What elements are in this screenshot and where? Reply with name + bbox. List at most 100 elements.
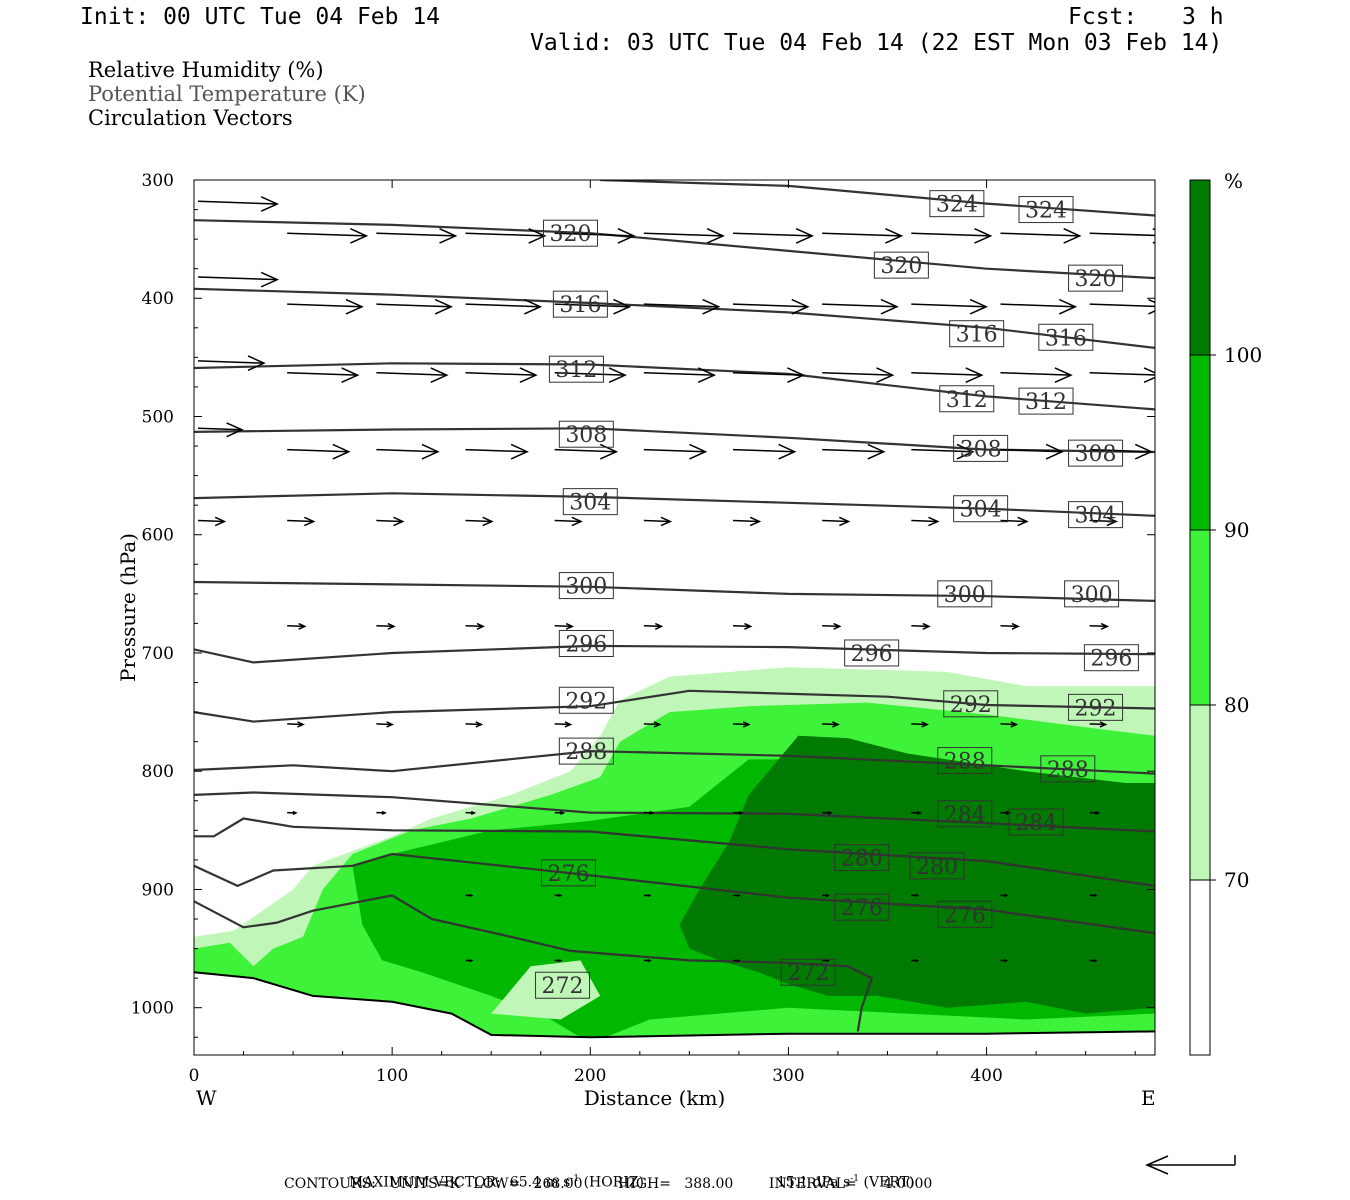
- vector-head-9-8: [1011, 622, 1020, 630]
- colorbar-segment-2: [1189, 529, 1211, 706]
- y-tick-label-700: 700: [142, 644, 174, 664]
- contour-label-box-284-1: [1008, 808, 1064, 836]
- contour-label-300-0: 300: [565, 575, 607, 600]
- vector-head-13-2: [647, 958, 652, 963]
- vector-shaft-3-9: [1089, 303, 1155, 308]
- vector-head-1-7: [974, 228, 993, 244]
- contour-label-box-300-2: [1064, 580, 1120, 608]
- forecast-label: Fcst:: [1068, 4, 1138, 30]
- colorbar-segment-0: [1189, 879, 1211, 1056]
- contour-label-324-1: 324: [1025, 199, 1067, 224]
- vector-head-12-5: [914, 893, 920, 898]
- contour-304: [194, 492, 1155, 517]
- contour-label-320-0: 320: [549, 222, 591, 247]
- contour-label-box-320-1: [873, 251, 929, 279]
- contour-296: [194, 644, 1155, 664]
- vector-head-3-1: [434, 298, 453, 315]
- vector-shaft-8-9: [1000, 519, 1027, 523]
- vector-shaft-10-8: [1000, 723, 1017, 726]
- vector-shaft-1-4: [643, 232, 724, 237]
- vector-head-13-0: [469, 958, 474, 963]
- vector-shaft-1-9: [1089, 232, 1155, 237]
- contour-label-box-292-0: [558, 686, 614, 714]
- vector-head-3-0: [345, 298, 364, 315]
- vector-head-9-9: [1100, 622, 1110, 630]
- vector-head-1-6: [885, 228, 904, 244]
- contour-label-box-272-1: [780, 958, 836, 986]
- vector-shaft-5-2: [465, 371, 536, 376]
- contour-label-296-2: 296: [1090, 647, 1132, 672]
- vector-shaft-5-9: [1089, 371, 1155, 376]
- contour-308: [194, 427, 1155, 454]
- vector-shaft-6-0: [197, 427, 243, 431]
- vector-head-11-6: [827, 810, 833, 815]
- vector-head-5-5: [787, 367, 806, 384]
- vector-head-10-2: [475, 721, 484, 728]
- contour-label-312-0: 312: [555, 358, 597, 383]
- vector-head-3-4: [702, 298, 721, 315]
- contour-label-320-2: 320: [1075, 267, 1117, 292]
- contour-label-box-296-0: [558, 630, 614, 658]
- contour-label-box-300-0: [558, 572, 614, 600]
- valid-time: Valid: 03 UTC Tue 04 Feb 14 (22 EST Mon …: [530, 30, 1223, 56]
- vector-shaft-8-7: [822, 519, 849, 523]
- vector-shaft-10-6: [822, 723, 839, 726]
- vector-head-1-4: [706, 228, 725, 244]
- contour-label-288-0: 288: [565, 740, 607, 765]
- vector-head-8-7: [839, 516, 851, 527]
- vector-head-8-6: [749, 516, 762, 527]
- vector-head-5-1: [430, 367, 449, 384]
- vector-head-3-3: [613, 298, 632, 315]
- vector-head-13-4: [825, 958, 830, 963]
- vector-head-5-9: [1143, 367, 1155, 384]
- vector-shaft-5-3: [554, 371, 626, 376]
- vector-head-1-8: [1063, 228, 1082, 244]
- vert-vector-line: 15.1 dPa s-1 (VERT): [768, 1158, 914, 1191]
- theta-contours: [194, 180, 1155, 1032]
- forecast-hour: 3 h: [1182, 4, 1224, 30]
- vector-shaft-10-0: [287, 723, 304, 726]
- vector-head-1-3: [617, 228, 636, 244]
- vector-shaft-7-0: [287, 448, 349, 453]
- contour-label-box-324-0: [929, 190, 985, 218]
- contour-280: [194, 817, 1155, 887]
- contour-label-304-0: 304: [569, 491, 611, 516]
- contour-label-292-2: 292: [1075, 696, 1117, 721]
- vector-head-3-6: [880, 298, 899, 315]
- contour-label-box-276-1: [834, 893, 890, 921]
- contour-label-box-284-0: [937, 800, 993, 828]
- contour-label-box-296-2: [1083, 644, 1139, 672]
- colorbar-label-90: 90: [1224, 518, 1249, 542]
- contour-label-276-2: 276: [944, 903, 986, 928]
- contour-label-box-292-1: [943, 690, 999, 718]
- y-tick-label-500: 500: [142, 407, 174, 427]
- terrain-line: [194, 971, 1155, 1039]
- contour-label-320-1: 320: [880, 254, 922, 279]
- contour-label-box-280-0: [834, 844, 890, 872]
- vector-shaft-8-8: [911, 519, 938, 523]
- vector-head-10-8: [1010, 721, 1019, 728]
- axes: 300 400 500 600 700 800 900 1000 0 100 200 300 400 Di…: [116, 171, 1156, 1110]
- vector-shaft-0-0: [197, 200, 278, 205]
- colorbar-unit: %: [1224, 169, 1243, 193]
- y-tick-label-300: 300: [142, 171, 174, 191]
- vector-shaft-9-8: [1000, 625, 1019, 628]
- contour-label-272-0: 272: [542, 974, 584, 999]
- vector-head-11-5: [738, 810, 744, 815]
- vector-head-2-0: [260, 271, 280, 288]
- vector-head-9-2: [476, 622, 485, 630]
- vector-shaft-10-1: [376, 723, 393, 726]
- contour-label-300-1: 300: [944, 583, 986, 608]
- vector-shaft-1-5: [732, 232, 813, 237]
- vector-shaft-3-3: [554, 303, 630, 308]
- east-label: E: [1141, 1086, 1156, 1110]
- contour-label-box-308-2: [1068, 439, 1124, 467]
- vector-shaft-3-6: [822, 303, 897, 308]
- contour-label-box-304-1: [953, 495, 1009, 523]
- vector-head-4-0: [247, 355, 266, 372]
- vector-head-8-2: [393, 516, 405, 527]
- vector-shaft-8-4: [554, 519, 582, 523]
- vector-head-8-8: [928, 516, 940, 527]
- vector-shaft-7-2: [465, 448, 528, 453]
- contour-label-296-0: 296: [565, 633, 607, 658]
